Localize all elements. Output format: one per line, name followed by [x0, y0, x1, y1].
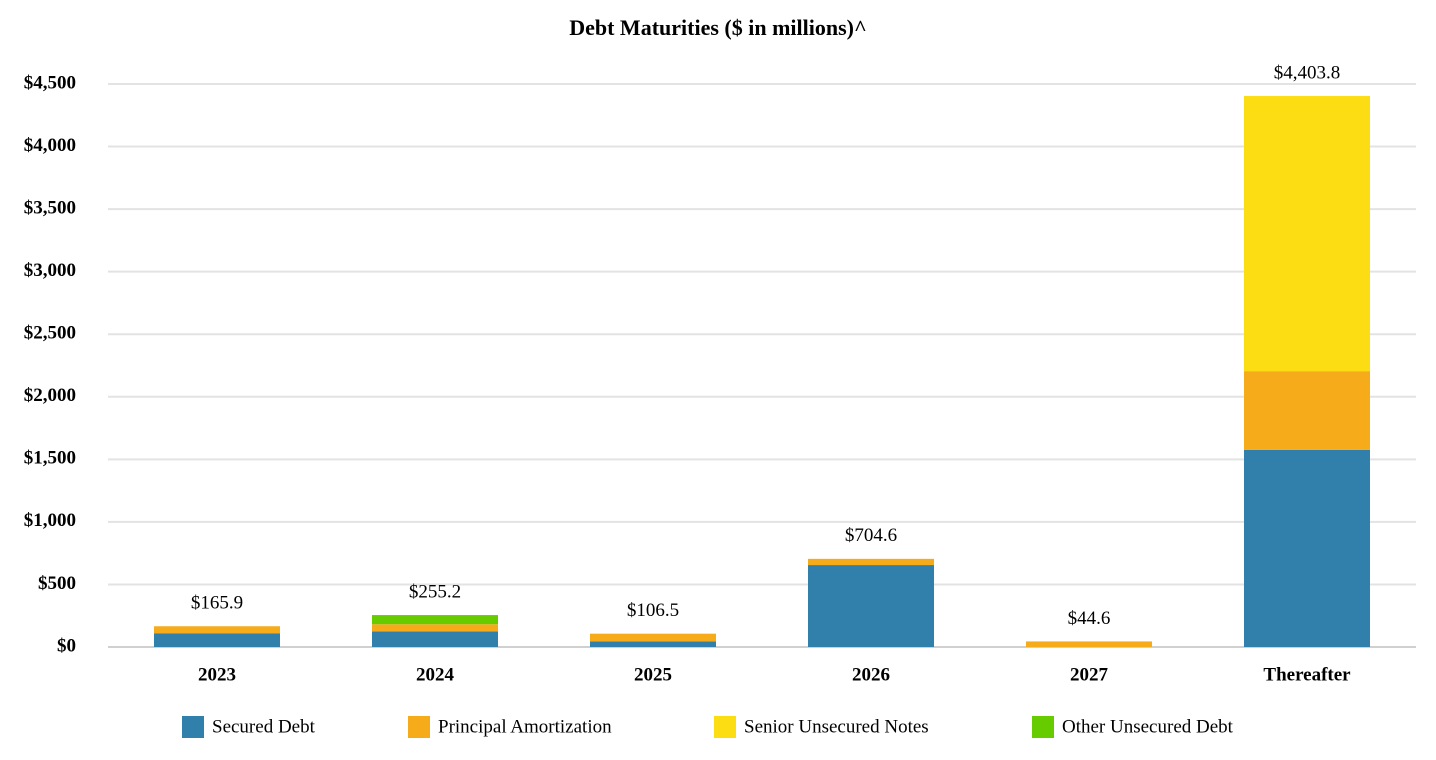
- y-tick-label: $1,500: [24, 448, 76, 469]
- total-label: $106.5: [627, 600, 679, 621]
- chart-title: Debt Maturities ($ in millions)^: [569, 15, 867, 40]
- y-tick-label: $4,500: [24, 72, 76, 93]
- x-tick-label: 2024: [416, 664, 455, 685]
- bar-segment: [154, 626, 280, 634]
- y-tick-label: $2,500: [24, 323, 76, 344]
- y-tick-label: $3,500: [24, 197, 76, 218]
- bar-segment: [154, 633, 280, 647]
- legend-swatch: [182, 716, 204, 738]
- bar-segment: [808, 565, 934, 647]
- legend-swatch: [1032, 716, 1054, 738]
- bar-segment: [590, 633, 716, 642]
- x-tick-label: 2023: [198, 664, 236, 685]
- bar-segment: [1244, 449, 1370, 647]
- bar-segment: [590, 641, 716, 647]
- bar-segment: [372, 631, 498, 647]
- y-tick-label: $1,000: [24, 510, 76, 531]
- legend-swatch: [714, 716, 736, 738]
- bar-segment: [808, 558, 934, 566]
- y-tick-label: $2,000: [24, 385, 76, 406]
- total-label: $704.6: [845, 525, 897, 546]
- legend-label: Senior Unsecured Notes: [744, 716, 929, 737]
- x-tick-label: 2027: [1070, 664, 1109, 685]
- bar-segment: [372, 615, 498, 625]
- x-tick-label: 2025: [634, 664, 672, 685]
- y-tick-label: $500: [38, 573, 76, 594]
- total-label: $4,403.8: [1274, 62, 1341, 83]
- legend-swatch: [408, 716, 430, 738]
- x-tick-label: Thereafter: [1263, 664, 1351, 685]
- total-label: $255.2: [409, 581, 461, 602]
- bar-segment: [372, 624, 498, 632]
- bar-segment: [1244, 96, 1370, 372]
- y-tick-label: $3,000: [24, 260, 76, 281]
- bar-segment: [1244, 371, 1370, 450]
- x-tick-label: 2026: [852, 664, 890, 685]
- total-label: $44.6: [1068, 608, 1111, 629]
- legend-label: Other Unsecured Debt: [1062, 716, 1234, 737]
- bar-segment: [1026, 641, 1152, 647]
- legend-label: Principal Amortization: [438, 716, 612, 737]
- total-label: $165.9: [191, 593, 243, 614]
- legend-label: Secured Debt: [212, 716, 316, 737]
- y-tick-label: $4,000: [24, 135, 76, 156]
- y-tick-label: $0: [57, 635, 76, 656]
